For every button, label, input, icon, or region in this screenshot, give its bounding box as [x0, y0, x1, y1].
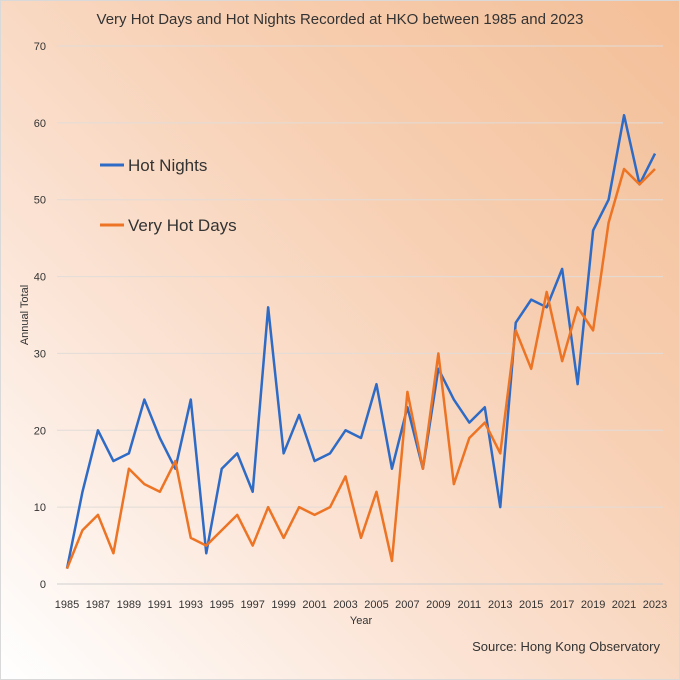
y-axis-label: Annual Total: [19, 285, 31, 345]
x-tick-label: 2003: [333, 599, 357, 611]
x-tick-label: 2013: [488, 599, 512, 611]
x-tick-label: 2019: [581, 599, 605, 611]
x-tick-label: 2021: [612, 599, 636, 611]
gridlines: [57, 45, 663, 585]
x-tick-label: 1995: [209, 599, 233, 611]
x-axis-ticks: 1985 1987 1989 1991 1993 1995 1997 1999 2001 2003…: [55, 599, 667, 611]
series-lines: [65, 113, 657, 570]
x-axis-label: Year: [350, 615, 373, 627]
x-tick-label: 1985: [55, 599, 79, 611]
y-tick-label: 0: [40, 579, 46, 591]
x-tick-label: 1997: [240, 599, 264, 611]
x-tick-label: 2023: [643, 599, 667, 611]
x-tick-label: 2017: [550, 599, 574, 611]
legend-very-hot-days: Very Hot Days: [128, 216, 237, 235]
y-tick-label: 40: [34, 272, 46, 284]
x-tick-label: 1991: [148, 599, 172, 611]
chart-title: Very Hot Days and Hot Nights Recorded at…: [97, 11, 584, 28]
y-axis-ticks: 0 10 20 30 40 50 60 70: [34, 41, 46, 591]
x-tick-label: 2015: [519, 599, 543, 611]
x-tick-label: 2005: [364, 599, 388, 611]
x-tick-label: 1989: [117, 599, 141, 611]
y-tick-label: 20: [34, 425, 46, 437]
x-tick-label: 1999: [271, 599, 295, 611]
x-tick-label: 1993: [179, 599, 203, 611]
source-note: Source: Hong Kong Observatory: [472, 639, 660, 654]
y-tick-label: 70: [34, 41, 46, 53]
y-tick-label: 30: [34, 348, 46, 360]
x-tick-label: 2011: [457, 599, 481, 611]
y-tick-label: 60: [34, 118, 46, 130]
x-tick-label: 2001: [302, 599, 326, 611]
legend: Hot Nights Very Hot Days: [100, 156, 237, 235]
y-tick-label: 10: [34, 502, 46, 514]
x-tick-label: 2007: [395, 599, 419, 611]
x-tick-label: 1987: [86, 599, 110, 611]
y-tick-label: 50: [34, 195, 46, 207]
x-tick-label: 2009: [426, 599, 450, 611]
legend-hot-nights: Hot Nights: [128, 156, 207, 175]
